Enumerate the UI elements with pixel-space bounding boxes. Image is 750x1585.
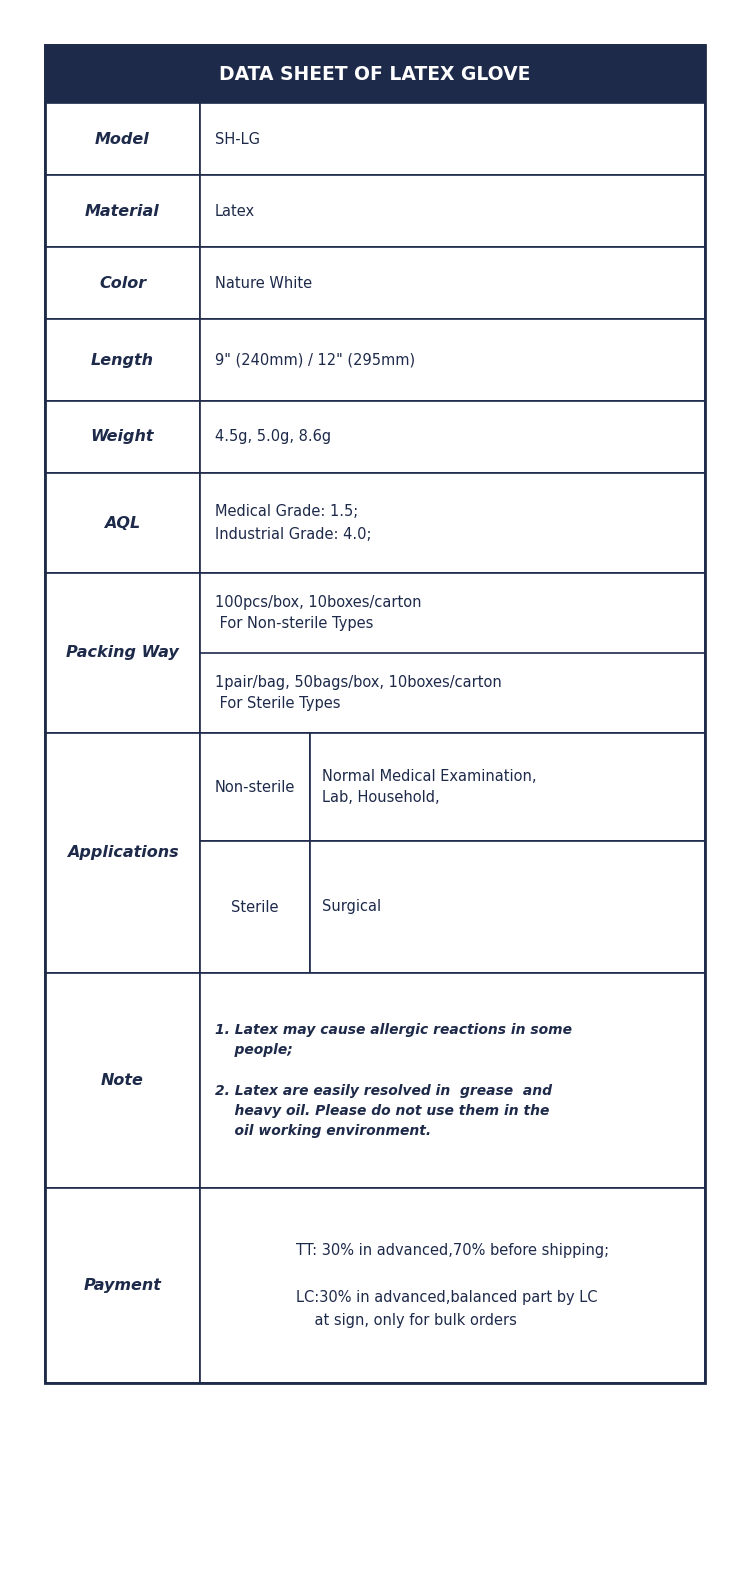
Bar [45, 472, 200, 574]
Bar [45, 103, 200, 174]
Bar [45, 401, 200, 472]
Bar [200, 174, 705, 247]
Text: Packing Way: Packing Way [66, 645, 178, 661]
Bar [200, 1189, 705, 1384]
Bar [45, 973, 200, 1189]
Bar [45, 732, 200, 973]
Text: Note: Note [101, 1073, 144, 1087]
Bar [200, 973, 705, 1189]
Bar [45, 319, 200, 401]
Bar [45, 174, 200, 247]
Bar [200, 319, 705, 401]
Bar [45, 574, 200, 732]
Text: Normal Medical Examination,
Lab, Household,: Normal Medical Examination, Lab, Househo… [322, 769, 536, 805]
Bar [200, 574, 705, 732]
Text: Surgical: Surgical [322, 900, 381, 915]
Text: 4.5g, 5.0g, 8.6g: 4.5g, 5.0g, 8.6g [215, 430, 332, 444]
Bar [45, 44, 705, 1384]
Text: TT: 30% in advanced,70% before shipping;

LC:30% in advanced,balanced part by LC: TT: 30% in advanced,70% before shipping;… [296, 1243, 609, 1328]
Text: 1pair/bag, 50bags/box, 10boxes/carton
 For Sterile Types: 1pair/bag, 50bags/box, 10boxes/carton Fo… [215, 675, 502, 712]
Text: 9" (240mm) / 12" (295mm): 9" (240mm) / 12" (295mm) [215, 352, 416, 368]
Bar [45, 44, 705, 103]
Text: DATA SHEET OF LATEX GLOVE: DATA SHEET OF LATEX GLOVE [219, 65, 531, 84]
Text: AQL: AQL [104, 515, 141, 531]
Bar [310, 842, 705, 973]
Text: SH-LG: SH-LG [215, 132, 260, 146]
Text: Sterile: Sterile [231, 900, 279, 915]
Text: Payment: Payment [83, 1278, 161, 1293]
Bar [200, 247, 705, 319]
Text: Weight: Weight [91, 430, 154, 444]
Bar [45, 1189, 200, 1384]
Text: Applications: Applications [67, 845, 178, 861]
Text: Material: Material [85, 203, 160, 219]
Text: 1. Latex may cause allergic reactions in some
    people;

2. Latex are easily r: 1. Latex may cause allergic reactions in… [215, 1024, 572, 1138]
Text: Latex: Latex [215, 203, 255, 219]
Text: Medical Grade: 1.5;
Industrial Grade: 4.0;: Medical Grade: 1.5; Industrial Grade: 4.… [215, 504, 371, 542]
Bar [200, 732, 310, 842]
Bar [200, 472, 705, 574]
Text: Nature White: Nature White [215, 276, 312, 290]
Bar [200, 401, 705, 472]
Bar [200, 103, 705, 174]
Text: Length: Length [91, 352, 154, 368]
Text: 100pcs/box, 10boxes/carton
 For Non-sterile Types: 100pcs/box, 10boxes/carton For Non-steri… [215, 594, 422, 631]
Text: Color: Color [99, 276, 146, 290]
Text: Model: Model [95, 132, 150, 146]
Bar [45, 247, 200, 319]
Text: Non-sterile: Non-sterile [214, 780, 296, 794]
Bar [310, 732, 705, 842]
Bar [200, 842, 310, 973]
